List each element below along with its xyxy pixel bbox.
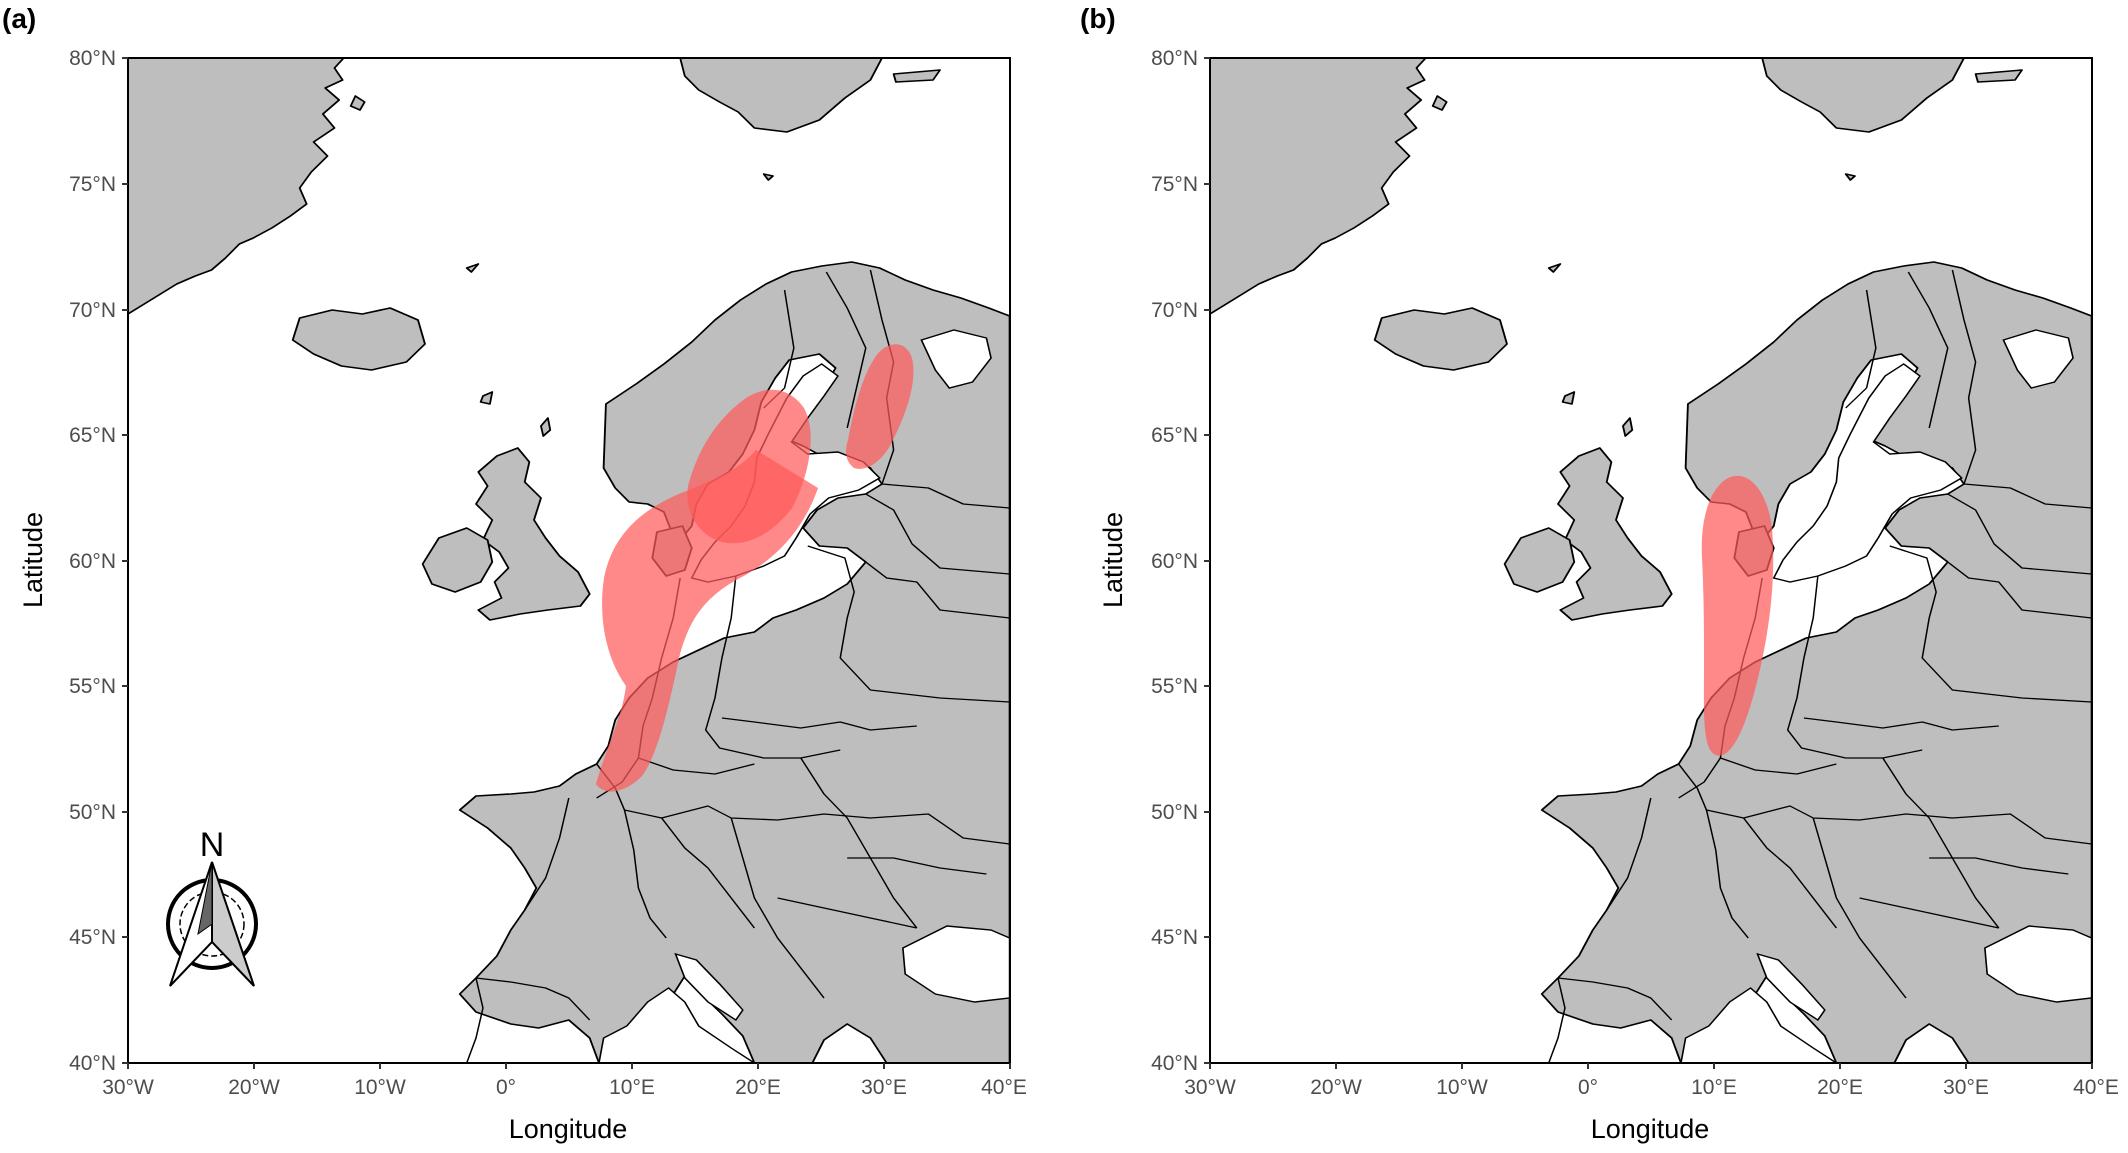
y-tick: 65°N xyxy=(69,424,116,447)
panel-a-y-title: Latitude xyxy=(18,512,48,608)
panel-a-y-axis: 40°N 45°N 50°N 55°N 60°N 65°N 70°N 75°N … xyxy=(18,47,128,1075)
x-tick: 20°E xyxy=(1817,1076,1863,1099)
x-tick: 30°E xyxy=(861,1076,907,1099)
y-tick: 60°N xyxy=(1151,550,1198,573)
y-tick: 75°N xyxy=(69,173,116,196)
x-tick: 30°W xyxy=(102,1076,154,1099)
y-tick: 55°N xyxy=(1151,675,1198,698)
y-tick: 65°N xyxy=(1151,424,1198,447)
north-arrow-compass-icon: N xyxy=(166,826,258,987)
x-tick: 30°W xyxy=(1184,1076,1236,1099)
y-tick: 50°N xyxy=(1151,801,1198,824)
y-tick: 80°N xyxy=(69,47,116,70)
panel-b-y-title: Latitude xyxy=(1098,512,1128,608)
panel-b-y-axis: 40°N 45°N 50°N 55°N 60°N 65°N 70°N 75°N … xyxy=(1098,47,1210,1075)
panel-b-tag: (b) xyxy=(1080,3,1116,34)
x-tick: 40°E xyxy=(981,1076,1027,1099)
y-tick: 70°N xyxy=(69,299,116,322)
panel-b: (b) 40°N 45°N 50°N xyxy=(1080,3,2119,1144)
y-tick: 45°N xyxy=(69,926,116,949)
panel-a-x-axis: 30°W 20°W 10°W 0° 10°E 20°E 30°E 40°E Lo… xyxy=(102,1063,1027,1144)
y-tick: 80°N xyxy=(1151,47,1198,70)
y-tick: 50°N xyxy=(69,801,116,824)
southern-north-sea-area xyxy=(1701,475,1774,756)
panel-b-map xyxy=(1209,57,2093,1064)
y-tick: 75°N xyxy=(1151,173,1198,196)
x-tick: 40°E xyxy=(2073,1076,2119,1099)
panel-b-basemap xyxy=(1210,58,2092,1063)
y-tick: 40°N xyxy=(69,1052,116,1075)
panel-a: (a) N xyxy=(2,3,1027,1144)
gulf-of-bothnia-area xyxy=(846,344,914,469)
panel-a-basemap xyxy=(128,58,1010,1063)
panel-a-map: N xyxy=(127,57,1011,1064)
y-tick: 70°N xyxy=(1151,299,1198,322)
x-tick: 10°W xyxy=(1436,1076,1488,1099)
x-tick: 10°W xyxy=(354,1076,406,1099)
y-tick: 40°N xyxy=(1151,1052,1198,1075)
x-tick: 20°E xyxy=(735,1076,781,1099)
x-tick: 0° xyxy=(496,1076,516,1099)
panel-b-x-axis: 30°W 20°W 10°W 0° 10°E 20°E 30°E 40°E Lo… xyxy=(1184,1063,2119,1144)
y-tick: 60°N xyxy=(69,550,116,573)
x-tick: 30°E xyxy=(1943,1076,1989,1099)
southern-norway-sweden-area xyxy=(687,389,811,544)
x-tick: 20°W xyxy=(1310,1076,1362,1099)
north-sea-west-norway-area xyxy=(596,450,818,792)
north-arrow-label: N xyxy=(200,826,225,864)
y-tick: 55°N xyxy=(69,675,116,698)
y-tick: 45°N xyxy=(1151,926,1198,949)
panel-a-x-title: Longitude xyxy=(509,1114,628,1144)
panel-a-tag: (a) xyxy=(2,3,36,34)
x-tick: 0° xyxy=(1578,1076,1598,1099)
x-tick: 10°E xyxy=(609,1076,655,1099)
x-tick: 10°E xyxy=(1691,1076,1737,1099)
x-tick: 20°W xyxy=(228,1076,280,1099)
panel-b-x-title: Longitude xyxy=(1591,1114,1710,1144)
